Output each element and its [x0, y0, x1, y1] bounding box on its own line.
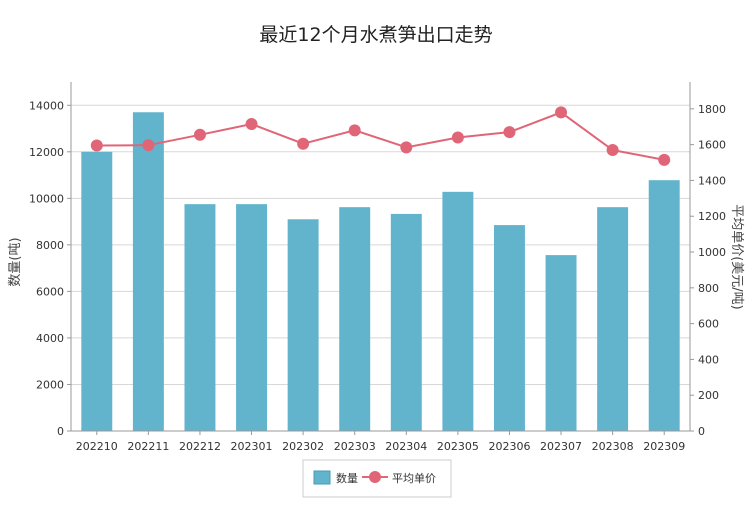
left-tick-label: 14000 [29, 99, 64, 112]
legend-bar-swatch [313, 470, 331, 485]
bar [236, 204, 268, 431]
bar [287, 219, 319, 431]
x-tick-label: 202307 [540, 440, 582, 453]
line-point [555, 106, 568, 119]
right-tick-label: 400 [698, 353, 719, 366]
right-tick-label: 1800 [698, 103, 726, 116]
x-tick-label: 202301 [231, 440, 273, 453]
left-axis-ticks: 0 2000 4000 6000 8000 10000 12000 14000 [29, 99, 71, 438]
left-tick-label: 2000 [36, 378, 64, 391]
x-tick-label: 202304 [385, 440, 427, 453]
right-tick-label: 1600 [698, 139, 726, 152]
left-tick-label: 6000 [36, 285, 64, 298]
bar [390, 213, 422, 431]
x-tick-label: 202309 [643, 440, 685, 453]
left-tick-label: 4000 [36, 332, 64, 345]
y-axis-title: 数量(吨) [8, 237, 23, 286]
right-tick-label: 1000 [698, 246, 726, 259]
bar [81, 151, 113, 432]
x-tick-label: 202308 [592, 440, 634, 453]
bar [339, 207, 371, 431]
left-tick-label: 12000 [29, 146, 64, 159]
legend-line-label: 平均单价 [392, 472, 436, 485]
line-point [658, 153, 671, 166]
legend-line-marker [369, 471, 381, 483]
line-point [297, 137, 310, 150]
right-tick-label: 600 [698, 318, 719, 331]
legend-bar-label: 数量 [336, 472, 358, 485]
x-tick-label: 202302 [282, 440, 324, 453]
bar [597, 207, 629, 431]
legend: 数量 平均单价 [302, 459, 452, 498]
line-point [348, 124, 361, 137]
right-axis-ticks: 0 200 400 600 800 1000 1200 1400 1600 1800 [690, 103, 726, 438]
x-tick-label: 202306 [488, 440, 530, 453]
line-point [400, 141, 413, 154]
bar [184, 204, 216, 431]
y2-axis-title: 平均单价(美元/吨) [729, 204, 744, 310]
bar-series [81, 112, 680, 432]
bar [545, 255, 577, 431]
right-tick-label: 1200 [698, 210, 726, 223]
right-tick-label: 800 [698, 282, 719, 295]
x-tick-label: 202303 [334, 440, 376, 453]
line-point [245, 118, 258, 131]
bar [648, 180, 680, 431]
left-tick-label: 10000 [29, 192, 64, 205]
line-series [90, 106, 671, 166]
line-point [193, 128, 206, 141]
bar [132, 112, 164, 431]
grid-lines [71, 104, 690, 385]
axes [70, 82, 691, 432]
x-axis-ticks: 202210 202211 202212 202301 202302 202303 2023… [76, 431, 685, 453]
x-tick-label: 202210 [76, 440, 118, 453]
series-line [96, 111, 665, 161]
line-point [606, 144, 619, 157]
right-tick-label: 1400 [698, 174, 726, 187]
bar [442, 191, 474, 431]
right-tick-label: 0 [698, 425, 705, 438]
line-point [503, 126, 516, 139]
bar [493, 225, 525, 431]
right-tick-label: 200 [698, 389, 719, 402]
x-tick-label: 202212 [179, 440, 221, 453]
left-tick-label: 8000 [36, 239, 64, 252]
chart-title: 最近12个月水煮笋出口走势 [259, 24, 492, 46]
x-tick-label: 202305 [437, 440, 479, 453]
x-tick-label: 202211 [127, 440, 169, 453]
line-point [142, 139, 155, 152]
line-point [90, 139, 103, 152]
left-tick-label: 0 [57, 425, 64, 438]
line-point [451, 131, 464, 144]
